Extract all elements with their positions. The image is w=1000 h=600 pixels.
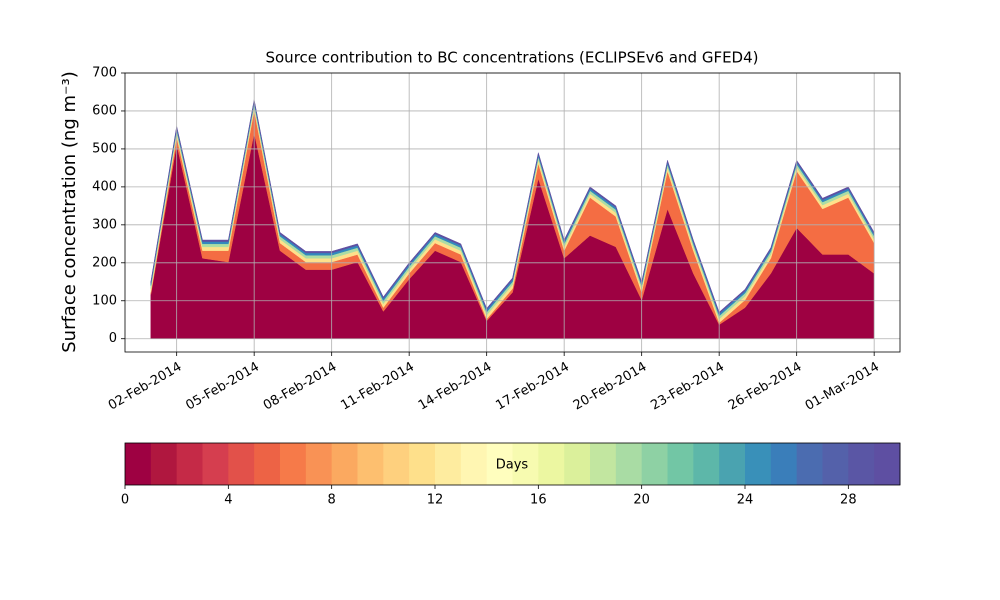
y-tick-label: 600 bbox=[92, 103, 117, 118]
colorbar-bin bbox=[383, 443, 410, 485]
colorbar-bin bbox=[590, 443, 617, 485]
colorbar-bin bbox=[150, 443, 178, 485]
colorbar-bin bbox=[796, 443, 823, 485]
x-tick-label: 17-Feb-2014 bbox=[493, 360, 572, 414]
colorbar-tick-label: 28 bbox=[840, 493, 857, 508]
colorbar-bin bbox=[564, 443, 591, 485]
colorbar-tick-label: 0 bbox=[121, 493, 129, 508]
x-tick-label: 20-Feb-2014 bbox=[571, 360, 650, 414]
y-tick-label: 700 bbox=[92, 66, 117, 81]
colorbar-bin bbox=[512, 443, 539, 485]
y-tick-label: 300 bbox=[92, 217, 117, 232]
x-tick-label: 26-Feb-2014 bbox=[726, 360, 805, 414]
colorbar-bin bbox=[331, 443, 358, 485]
colorbar-bin bbox=[254, 443, 281, 485]
colorbar-bin bbox=[745, 443, 772, 485]
colorbar-bin bbox=[641, 443, 668, 485]
y-tick-label: 200 bbox=[92, 255, 117, 270]
colorbar-bin bbox=[667, 443, 694, 485]
colorbar-tick-label: 24 bbox=[737, 493, 754, 508]
colorbar-bin bbox=[305, 443, 333, 485]
colorbar-bin bbox=[693, 443, 720, 485]
colorbar-bin bbox=[486, 443, 513, 485]
y-tick-label: 400 bbox=[92, 179, 117, 194]
plot-frame bbox=[124, 72, 901, 353]
colorbar-frame bbox=[124, 442, 901, 486]
x-tick-label: 05-Feb-2014 bbox=[183, 360, 262, 414]
y-tick-label: 100 bbox=[92, 293, 117, 308]
x-tick-label: 08-Feb-2014 bbox=[261, 360, 340, 414]
colorbar-bin bbox=[460, 443, 488, 485]
area-layer bbox=[150, 132, 875, 339]
colorbar-tick-label: 12 bbox=[427, 493, 444, 508]
colorbar-bin bbox=[874, 443, 901, 485]
colorbar-tick-label: 20 bbox=[633, 493, 650, 508]
colorbar-tick-label: 8 bbox=[328, 493, 336, 508]
colorbar-bin bbox=[228, 443, 255, 485]
colorbar-bin bbox=[280, 443, 307, 485]
x-tick-label: 02-Feb-2014 bbox=[106, 360, 185, 414]
colorbar-bin bbox=[822, 443, 849, 485]
colorbar-bin bbox=[848, 443, 875, 485]
x-tick-label: 01-Mar-2014 bbox=[803, 360, 882, 414]
colorbar-bin bbox=[770, 443, 798, 485]
y-tick-label: 0 bbox=[109, 331, 117, 346]
x-tick-label: 14-Feb-2014 bbox=[416, 360, 495, 414]
colorbar-bin bbox=[176, 443, 203, 485]
colorbar-label: Days bbox=[496, 458, 529, 473]
colorbar-bin bbox=[409, 443, 436, 485]
colorbar-bin bbox=[719, 443, 746, 485]
y-tick-label: 500 bbox=[92, 141, 117, 156]
y-axis-label: Surface concentration (ng m⁻³) bbox=[59, 71, 80, 353]
colorbar-bin bbox=[435, 443, 462, 485]
x-tick-label: 11-Feb-2014 bbox=[338, 360, 417, 414]
colorbar-bin bbox=[202, 443, 229, 485]
colorbar-tick-label: 16 bbox=[530, 493, 547, 508]
colorbar-bin bbox=[538, 443, 565, 485]
chart-title: Source contribution to BC concentrations… bbox=[265, 49, 758, 67]
colorbar-bin bbox=[357, 443, 384, 485]
colorbar-tick-label: 4 bbox=[224, 493, 232, 508]
colorbar-bin bbox=[125, 443, 152, 485]
colorbar-bin bbox=[615, 443, 643, 485]
x-tick-label: 23-Feb-2014 bbox=[648, 360, 727, 414]
